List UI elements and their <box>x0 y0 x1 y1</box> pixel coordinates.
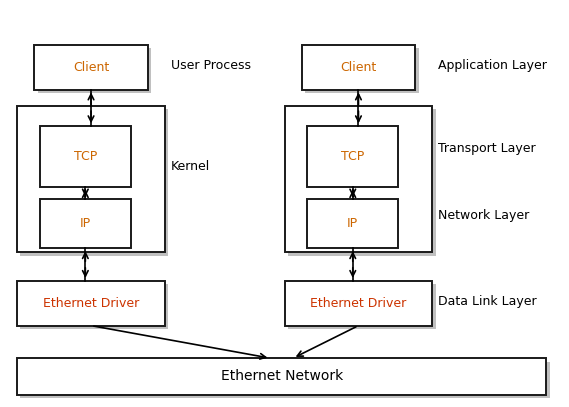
Text: TCP: TCP <box>74 150 97 163</box>
Text: TCP: TCP <box>341 150 364 163</box>
Bar <box>305 48 419 93</box>
Bar <box>311 130 402 191</box>
Bar <box>307 126 398 187</box>
Text: Ethernet Driver: Ethernet Driver <box>310 297 407 310</box>
Text: Kernel: Kernel <box>171 160 210 173</box>
Bar <box>284 281 432 326</box>
Bar <box>288 284 436 329</box>
Bar <box>20 109 168 256</box>
Bar <box>288 109 436 256</box>
Text: Ethernet Driver: Ethernet Driver <box>43 297 139 310</box>
Bar <box>20 284 168 329</box>
Text: Application Layer: Application Layer <box>438 59 547 72</box>
Bar <box>311 203 402 252</box>
Text: Ethernet Network: Ethernet Network <box>221 370 343 383</box>
Bar <box>17 358 546 395</box>
Bar <box>17 106 165 252</box>
Bar <box>284 106 432 252</box>
Bar <box>38 48 151 93</box>
Text: Transport Layer: Transport Layer <box>438 142 536 155</box>
Bar <box>34 45 148 90</box>
Bar <box>307 199 398 248</box>
Bar <box>43 130 134 191</box>
Bar <box>17 281 165 326</box>
Bar <box>302 45 415 90</box>
Text: Client: Client <box>340 61 377 74</box>
Text: Data Link Layer: Data Link Layer <box>438 295 537 308</box>
Text: Client: Client <box>73 61 109 74</box>
Bar <box>40 199 131 248</box>
Text: IP: IP <box>80 217 91 230</box>
Text: Network Layer: Network Layer <box>438 209 529 222</box>
Text: User Process: User Process <box>171 59 251 72</box>
Bar <box>20 362 550 398</box>
Text: IP: IP <box>347 217 358 230</box>
Bar <box>43 203 134 252</box>
Bar <box>40 126 131 187</box>
